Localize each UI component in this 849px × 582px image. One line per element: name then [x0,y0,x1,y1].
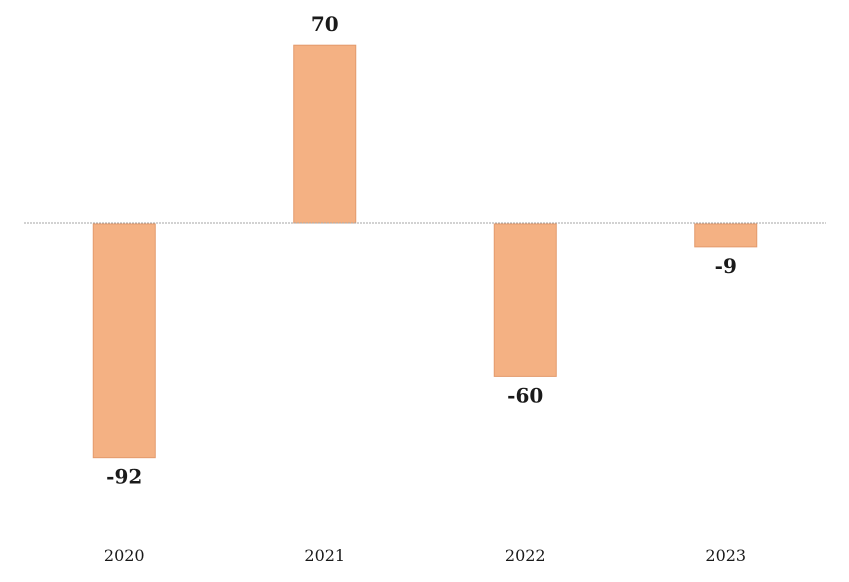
data-labels-group: -92 70 -60 -9 [106,12,737,488]
bar-2022 [493,223,557,377]
bar-2023 [694,223,758,248]
data-label-2023: -9 [715,254,737,278]
data-label-2022: -60 [507,383,543,407]
x-tick-label-2021: 2021 [304,546,345,565]
x-tick-label-2022: 2022 [505,546,546,565]
bars-group [92,44,758,459]
bar-2020 [92,223,156,459]
x-tick-labels-group: 2020 2021 2022 2023 [104,546,746,565]
data-label-2021: 70 [311,12,339,36]
data-label-2020: -92 [106,465,142,489]
bar-2021 [293,44,357,224]
x-tick-label-2020: 2020 [104,546,145,565]
x-tick-label-2023: 2023 [705,546,746,565]
